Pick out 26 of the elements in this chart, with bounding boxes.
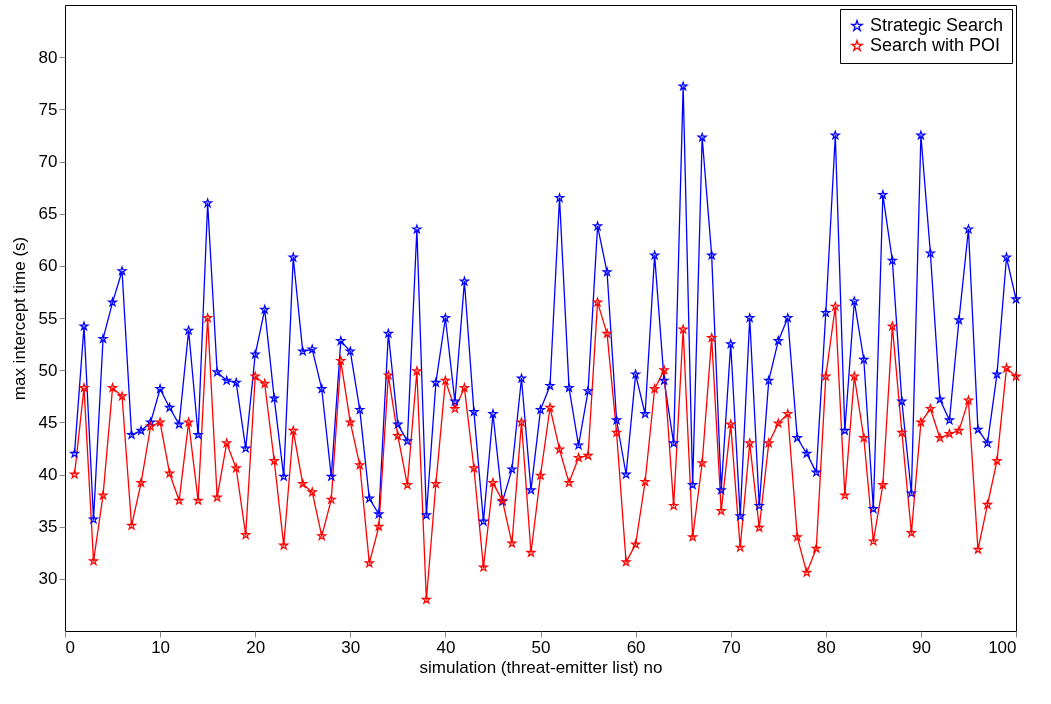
x-tick-label: 0 [65,637,75,657]
x-tick-label: 40 [436,637,456,657]
y-axis-title: max intercept time (s) [9,236,29,401]
y-tick-label: 60 [38,256,58,276]
x-axis-title: simulation (threat-emitter list) no [419,657,663,677]
x-tick-label: 10 [151,637,171,657]
x-tick-label: 30 [341,637,361,657]
x-tick-label: 80 [816,637,836,657]
x-tick-label: 50 [531,637,551,657]
y-tick-label: 40 [38,465,58,484]
y-tick-label: 45 [38,412,58,432]
x-tick-label: 90 [911,637,931,657]
y-tick-label: 35 [38,517,58,537]
x-tick-label: 70 [721,637,741,657]
x-tick-label: 60 [626,637,646,657]
x-tick-label: 100 [988,637,1017,657]
y-tick-label: 50 [38,360,58,380]
x-tick-label: 20 [246,637,266,657]
legend-label: Search with POI [870,35,1001,55]
y-tick-label: 55 [38,308,58,328]
y-tick-label: 65 [38,204,58,224]
y-tick-label: 80 [38,47,58,67]
y-tick-label: 30 [38,569,58,589]
y-tick-label: 75 [38,99,58,119]
legend-label: Strategic Search [870,15,1004,35]
y-tick-label: 70 [38,152,58,171]
